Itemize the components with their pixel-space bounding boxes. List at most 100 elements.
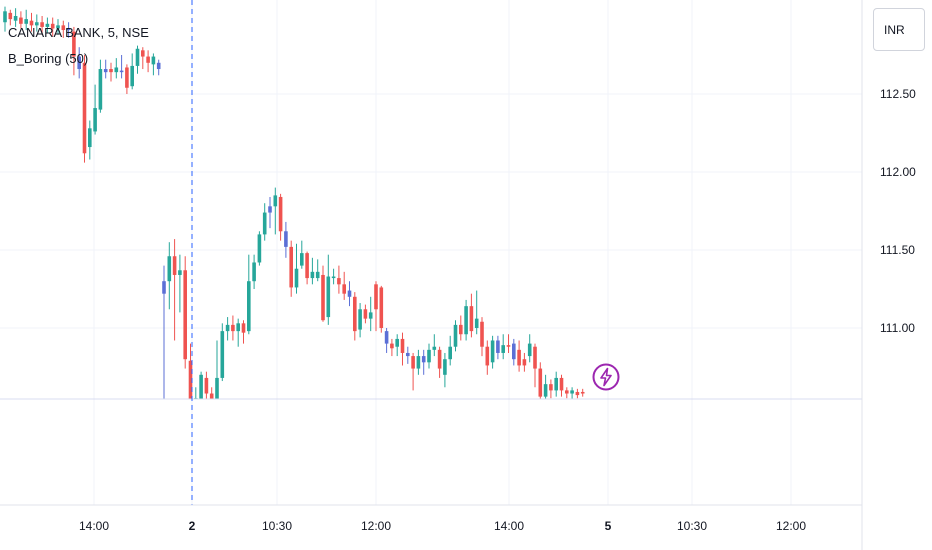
candle-body: [294, 268, 299, 288]
candle-body: [363, 309, 368, 319]
candle-body: [220, 331, 225, 378]
candle: [241, 320, 246, 344]
candle-body: [262, 212, 267, 235]
candle-body: [575, 391, 580, 396]
currency-button[interactable]: INR: [873, 8, 925, 51]
candle-body: [141, 50, 145, 57]
candle: [358, 303, 362, 338]
candle-body: [543, 384, 548, 397]
x-tick-label: 14:00: [494, 519, 524, 533]
lightning-bolt-icon[interactable]: [591, 362, 621, 392]
candle-body: [427, 349, 431, 363]
candle-body: [437, 349, 442, 369]
candle-body: [167, 256, 172, 282]
y-tick-label: 112.50: [880, 87, 916, 101]
candle: [66, 22, 71, 38]
candle-body: [342, 284, 346, 294]
candle-body: [172, 256, 177, 275]
candle-body: [45, 23, 50, 27]
candle: [273, 187, 278, 235]
candle-body: [570, 390, 574, 394]
candle-body: [199, 374, 203, 399]
candle: [459, 315, 463, 341]
candle: [347, 281, 352, 307]
candle: [554, 371, 558, 397]
candle-body: [72, 31, 76, 57]
candle: [178, 254, 182, 313]
candle: [305, 251, 309, 285]
candle-body: [331, 276, 336, 279]
candle: [119, 55, 124, 79]
candle: [400, 332, 405, 366]
candle-body: [35, 22, 39, 26]
candle-body: [278, 196, 283, 232]
candle-body: [379, 287, 384, 328]
candle: [199, 371, 203, 399]
candle: [506, 334, 511, 353]
candle-body: [93, 108, 97, 132]
candle: [464, 299, 468, 341]
candle-body: [300, 253, 304, 266]
candle: [77, 47, 81, 79]
candle: [315, 259, 320, 282]
candle: [368, 296, 373, 332]
candle-body: [400, 338, 405, 353]
candle-body: [326, 276, 331, 318]
candle: [194, 387, 198, 400]
candlestick-series: [3, 6, 585, 400]
price-axis[interactable]: 112.50 112.00 111.50 111.00: [861, 0, 916, 550]
chart-grid: [0, 0, 862, 505]
x-tick-label: 14:00: [79, 519, 109, 533]
candle: [294, 243, 299, 294]
time-axis[interactable]: 14:00 2 10:30 12:00 14:00 5 10:30 12:00: [0, 504, 862, 533]
candle-body: [347, 290, 352, 297]
candle-body: [474, 318, 479, 328]
candle: [411, 352, 415, 391]
candle: [337, 265, 341, 294]
candle: [538, 362, 543, 399]
indicator-label[interactable]: B_Boring (50): [8, 51, 89, 66]
x-tick-label: 12:00: [776, 519, 806, 533]
candle-body: [257, 234, 262, 263]
candle-body: [368, 312, 373, 319]
candle: [82, 55, 87, 163]
candle: [543, 374, 548, 399]
candle-body: [310, 271, 315, 279]
candle: [141, 47, 145, 70]
candle-body: [443, 359, 447, 375]
symbol-title[interactable]: CANARA BANK, 5, NSE: [8, 25, 149, 40]
candle: [480, 317, 484, 357]
candle-body: [549, 384, 553, 391]
candle: [522, 352, 527, 372]
candle-body: [252, 262, 256, 282]
candle-body: [421, 356, 426, 363]
candle-body: [522, 359, 527, 366]
candle-body: [19, 17, 23, 24]
candle: [416, 349, 421, 375]
candle: [72, 26, 76, 76]
candle: [215, 340, 219, 399]
candle-body: [416, 356, 421, 369]
candle: [533, 343, 537, 388]
candle-body: [374, 284, 378, 310]
candle: [421, 349, 426, 375]
candle: [443, 352, 447, 388]
candle-body: [98, 69, 103, 110]
candle: [225, 317, 230, 341]
candle-body: [384, 331, 389, 344]
candle-body: [390, 343, 394, 349]
x-tick-label: 10:30: [262, 519, 292, 533]
candle-body: [24, 19, 28, 24]
candle: [45, 17, 50, 34]
candle-body: [146, 56, 150, 63]
candle: [390, 338, 394, 357]
candle-body: [480, 321, 484, 347]
x-tick-label: 2: [189, 519, 196, 533]
candle: [437, 346, 442, 378]
candle-body: [247, 281, 251, 332]
candle: [570, 387, 574, 399]
candle: [474, 290, 479, 335]
candle-body: [411, 356, 415, 369]
candle-body: [496, 340, 500, 353]
